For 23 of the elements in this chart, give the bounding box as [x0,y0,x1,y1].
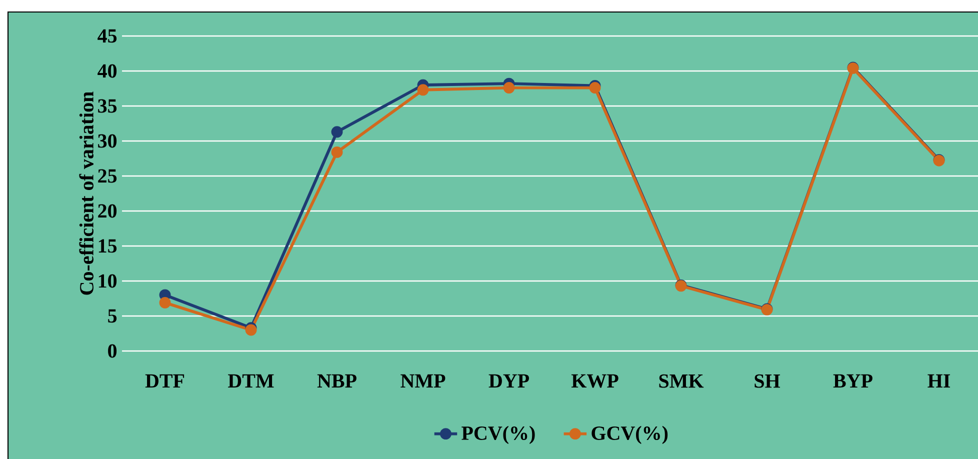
x-tick-label: DYP [488,374,529,388]
y-tick-label: 30 [98,134,117,148]
x-tick-label: NMP [400,374,446,388]
y-tick-label: 35 [98,99,117,113]
x-tick-label: KWP [571,374,618,388]
y-tick-label: 15 [98,239,117,253]
y-tick-label: 25 [98,169,117,183]
y-tick-label: 0 [108,344,117,358]
legend-label: GCV(%) [592,426,668,444]
x-tick-label: BYP [833,374,872,388]
x-tick-label: DTF [145,374,184,388]
x-tick-label: HI [928,374,950,388]
y-axis-title: Co-efficient of variation [79,92,94,295]
x-tick-label: DTM [228,374,274,388]
y-tick-label: 40 [98,64,117,78]
x-tick-label: SH [754,374,780,388]
y-tick-label: 10 [98,274,117,288]
legend-label: PCV(%) [462,426,535,444]
y-tick-label: 20 [98,204,117,218]
y-tick-label: 45 [98,29,117,43]
x-tick-label: NBP [317,374,356,388]
y-tick-label: 5 [108,309,117,323]
x-tick-label: SMK [659,374,704,388]
